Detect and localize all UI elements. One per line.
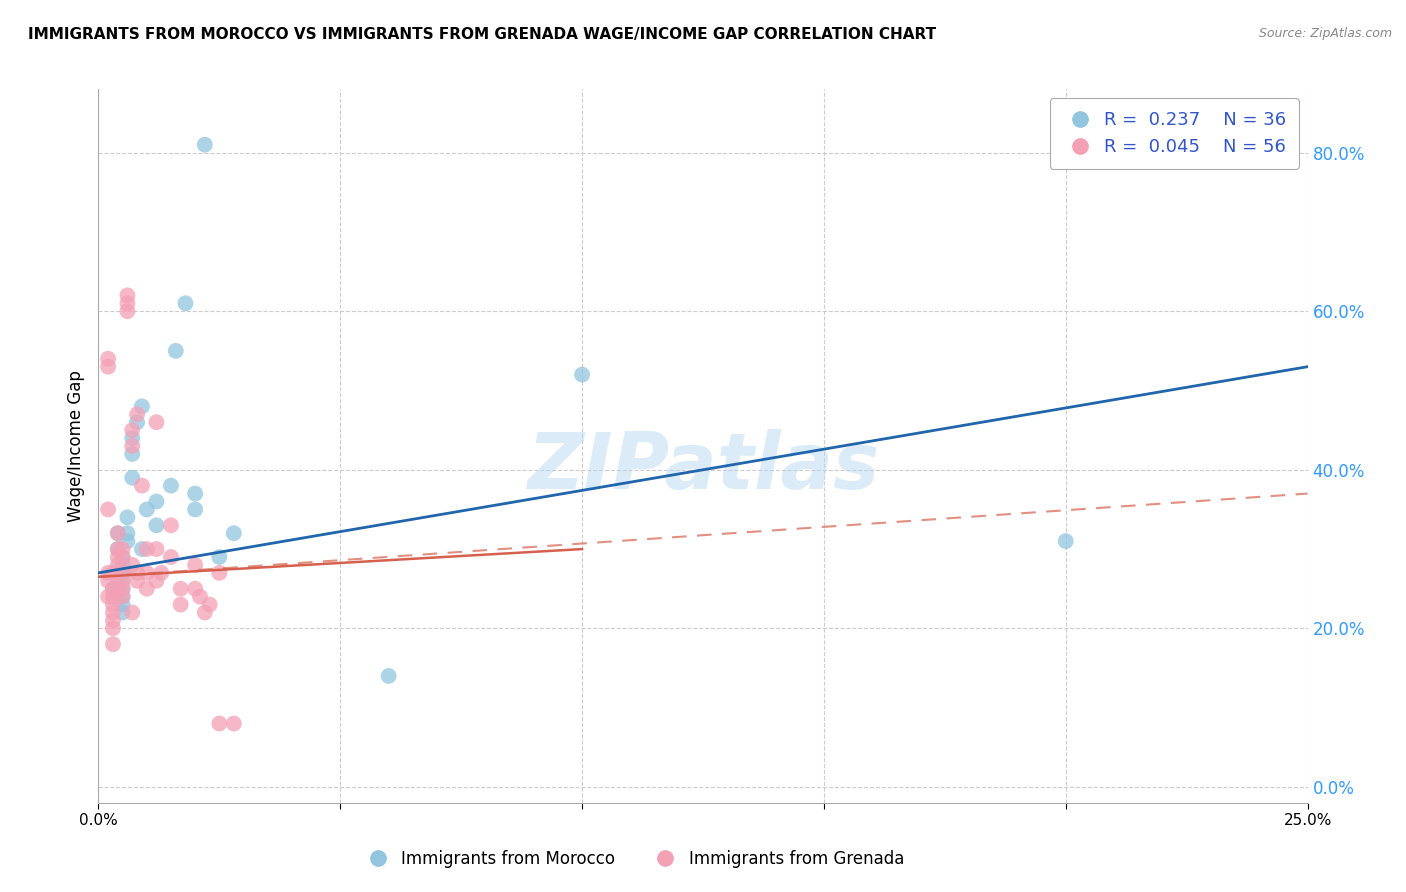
Point — [135, 566, 157, 580]
Point — [111, 590, 134, 604]
Point — [111, 549, 134, 564]
Point — [135, 542, 157, 557]
Point — [145, 494, 167, 508]
Point — [145, 518, 167, 533]
Point — [571, 368, 593, 382]
Point — [121, 606, 143, 620]
Point — [121, 423, 143, 437]
Point — [97, 566, 120, 580]
Point — [97, 351, 120, 366]
Point — [150, 566, 173, 580]
Point — [111, 574, 134, 588]
Point — [107, 582, 129, 596]
Point — [184, 502, 207, 516]
Point — [127, 407, 149, 421]
Point — [111, 590, 134, 604]
Point — [117, 510, 139, 524]
Point — [101, 590, 124, 604]
Legend: Immigrants from Morocco, Immigrants from Grenada: Immigrants from Morocco, Immigrants from… — [354, 844, 911, 875]
Point — [160, 518, 183, 533]
Point — [107, 558, 129, 572]
Point — [101, 598, 124, 612]
Point — [127, 574, 149, 588]
Point — [107, 542, 129, 557]
Point — [121, 558, 143, 572]
Point — [111, 582, 134, 596]
Point — [101, 614, 124, 628]
Point — [222, 526, 245, 541]
Point — [107, 549, 129, 564]
Point — [169, 598, 191, 612]
Point — [101, 637, 124, 651]
Text: IMMIGRANTS FROM MOROCCO VS IMMIGRANTS FROM GRENADA WAGE/INCOME GAP CORRELATION C: IMMIGRANTS FROM MOROCCO VS IMMIGRANTS FR… — [28, 27, 936, 42]
Point — [198, 598, 221, 612]
Point — [111, 549, 134, 564]
Point — [184, 486, 207, 500]
Point — [377, 669, 399, 683]
Point — [131, 400, 153, 414]
Legend: R =  0.237    N = 36, R =  0.045    N = 56: R = 0.237 N = 36, R = 0.045 N = 56 — [1050, 98, 1299, 169]
Point — [194, 606, 217, 620]
Point — [117, 534, 139, 549]
Point — [101, 621, 124, 635]
Point — [101, 566, 124, 580]
Point — [145, 415, 167, 429]
Point — [165, 343, 187, 358]
Point — [111, 558, 134, 572]
Point — [135, 502, 157, 516]
Point — [111, 574, 134, 588]
Point — [117, 296, 139, 310]
Point — [97, 359, 120, 374]
Point — [111, 566, 134, 580]
Point — [160, 549, 183, 564]
Point — [127, 415, 149, 429]
Point — [107, 526, 129, 541]
Point — [127, 566, 149, 580]
Point — [174, 296, 197, 310]
Point — [135, 582, 157, 596]
Point — [208, 716, 231, 731]
Point — [145, 542, 167, 557]
Point — [111, 566, 134, 580]
Point — [97, 590, 120, 604]
Point — [160, 478, 183, 492]
Point — [107, 582, 129, 596]
Point — [111, 606, 134, 620]
Point — [117, 526, 139, 541]
Point — [101, 590, 124, 604]
Point — [101, 582, 124, 596]
Point — [111, 542, 134, 557]
Point — [145, 574, 167, 588]
Point — [121, 431, 143, 445]
Point — [121, 447, 143, 461]
Point — [111, 582, 134, 596]
Point — [222, 716, 245, 731]
Point — [101, 606, 124, 620]
Point — [131, 542, 153, 557]
Point — [107, 542, 129, 557]
Point — [121, 471, 143, 485]
Point — [169, 582, 191, 596]
Point — [184, 558, 207, 572]
Point — [97, 502, 120, 516]
Text: Source: ZipAtlas.com: Source: ZipAtlas.com — [1258, 27, 1392, 40]
Point — [131, 478, 153, 492]
Y-axis label: Wage/Income Gap: Wage/Income Gap — [66, 370, 84, 522]
Text: ZIPatlas: ZIPatlas — [527, 429, 879, 506]
Point — [194, 137, 217, 152]
Point — [188, 590, 211, 604]
Point — [101, 582, 124, 596]
Point — [97, 574, 120, 588]
Point — [121, 439, 143, 453]
Point — [111, 598, 134, 612]
Point — [111, 566, 134, 580]
Point — [1054, 534, 1077, 549]
Point — [208, 566, 231, 580]
Point — [107, 526, 129, 541]
Point — [184, 582, 207, 596]
Point — [208, 549, 231, 564]
Point — [117, 304, 139, 318]
Point — [117, 288, 139, 302]
